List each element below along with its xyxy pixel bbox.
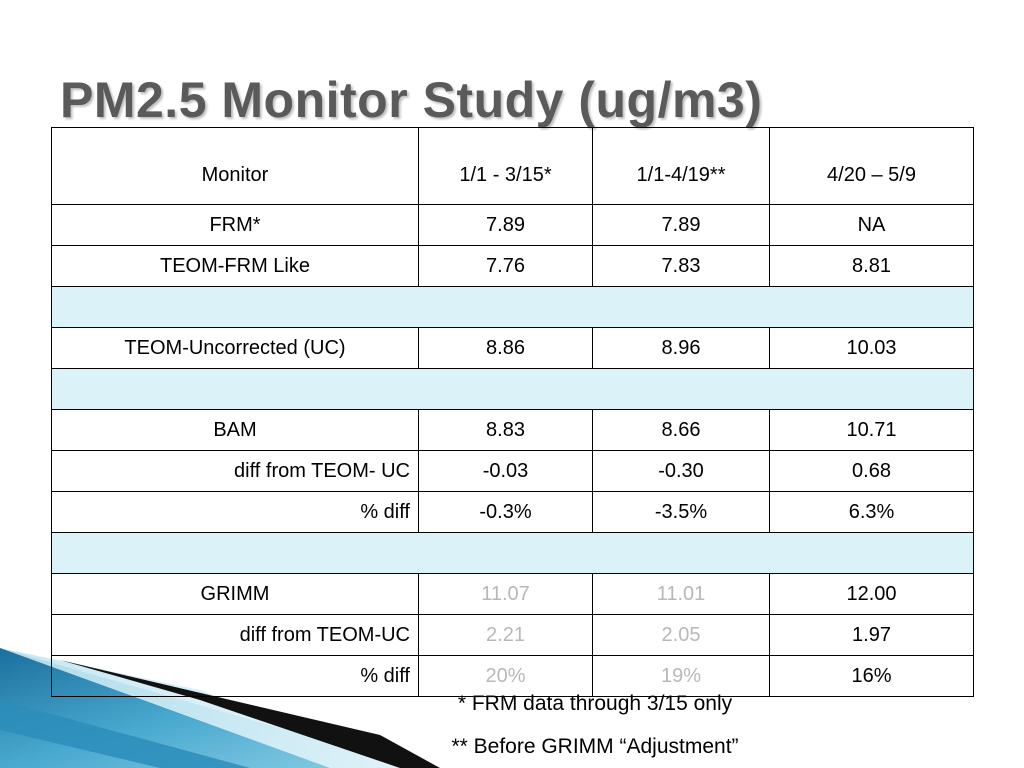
table-row: TEOM-FRM Like 7.76 7.83 8.81 — [51, 245, 974, 287]
row-label: TEOM-Uncorrected (UC) — [51, 327, 419, 369]
column-header: 1/1 - 3/15* — [418, 127, 593, 205]
spacer-row — [51, 286, 974, 328]
table-cell: 0.68 — [769, 450, 974, 492]
row-label: TEOM-FRM Like — [51, 245, 419, 287]
row-label: BAM — [51, 409, 419, 451]
table-cell: 8.83 — [418, 409, 593, 451]
table-cell: 12.00 — [769, 573, 974, 615]
footnote-grimm: ** Before GRIMM “Adjustment” — [451, 735, 739, 758]
row-label: % diff — [51, 491, 419, 533]
table-row: BAM 8.83 8.66 10.71 — [51, 409, 974, 451]
table-cell: 7.89 — [418, 204, 593, 246]
spacer-row — [51, 532, 974, 574]
row-label: GRIMM — [51, 573, 419, 615]
table-row: diff from TEOM-UC 2.21 2.05 1.97 — [51, 614, 974, 656]
monitor-study-table: Monitor 1/1 - 3/15* 1/1-4/19** 4/20 – 5/… — [51, 127, 974, 697]
table-cell: 8.81 — [769, 245, 974, 287]
table-cell: 11.07 — [418, 573, 593, 615]
table-cell: 8.96 — [592, 327, 770, 369]
spacer-cell — [51, 286, 974, 328]
table-cell: -0.3% — [418, 491, 593, 533]
table-cell: 19% — [592, 655, 770, 697]
table-cell: 2.21 — [418, 614, 593, 656]
table-row: % diff 20% 19% 16% — [51, 655, 974, 697]
page-title: PM2.5 Monitor Study (ug/m3) — [60, 72, 763, 128]
row-label: % diff — [51, 655, 419, 697]
table-cell: 7.89 — [592, 204, 770, 246]
row-label: diff from TEOM- UC — [51, 450, 419, 492]
table-row: diff from TEOM- UC -0.03 -0.30 0.68 — [51, 450, 974, 492]
column-header: Monitor — [51, 127, 419, 205]
table-cell: 1.97 — [769, 614, 974, 656]
table-row: % diff -0.3% -3.5% 6.3% — [51, 491, 974, 533]
table-cell: 8.86 — [418, 327, 593, 369]
row-label: FRM* — [51, 204, 419, 246]
table-cell: 10.03 — [769, 327, 974, 369]
table-cell: 11.01 — [592, 573, 770, 615]
table-row: FRM* 7.89 7.89 NA — [51, 204, 974, 246]
table-cell: 10.71 — [769, 409, 974, 451]
spacer-row — [51, 368, 974, 410]
table-cell: 7.83 — [592, 245, 770, 287]
footnote-frm: * FRM data through 3/15 only — [457, 692, 733, 715]
table-cell: NA — [769, 204, 974, 246]
table-cell: 8.66 — [592, 409, 770, 451]
table-cell: -0.30 — [592, 450, 770, 492]
table-cell: 20% — [418, 655, 593, 697]
table-row: GRIMM 11.07 11.01 12.00 — [51, 573, 974, 615]
spacer-cell — [51, 368, 974, 410]
column-header: 4/20 – 5/9 — [769, 127, 974, 205]
table-cell: -3.5% — [592, 491, 770, 533]
table-cell: 6.3% — [769, 491, 974, 533]
table-cell: 2.05 — [592, 614, 770, 656]
table-row: TEOM-Uncorrected (UC) 8.86 8.96 10.03 — [51, 327, 974, 369]
spacer-cell — [51, 532, 974, 574]
table-header-row: Monitor 1/1 - 3/15* 1/1-4/19** 4/20 – 5/… — [51, 127, 974, 205]
column-header: 1/1-4/19** — [592, 127, 770, 205]
table-cell: 16% — [769, 655, 974, 697]
row-label: diff from TEOM-UC — [51, 614, 419, 656]
table-cell: 7.76 — [418, 245, 593, 287]
table-cell: -0.03 — [418, 450, 593, 492]
